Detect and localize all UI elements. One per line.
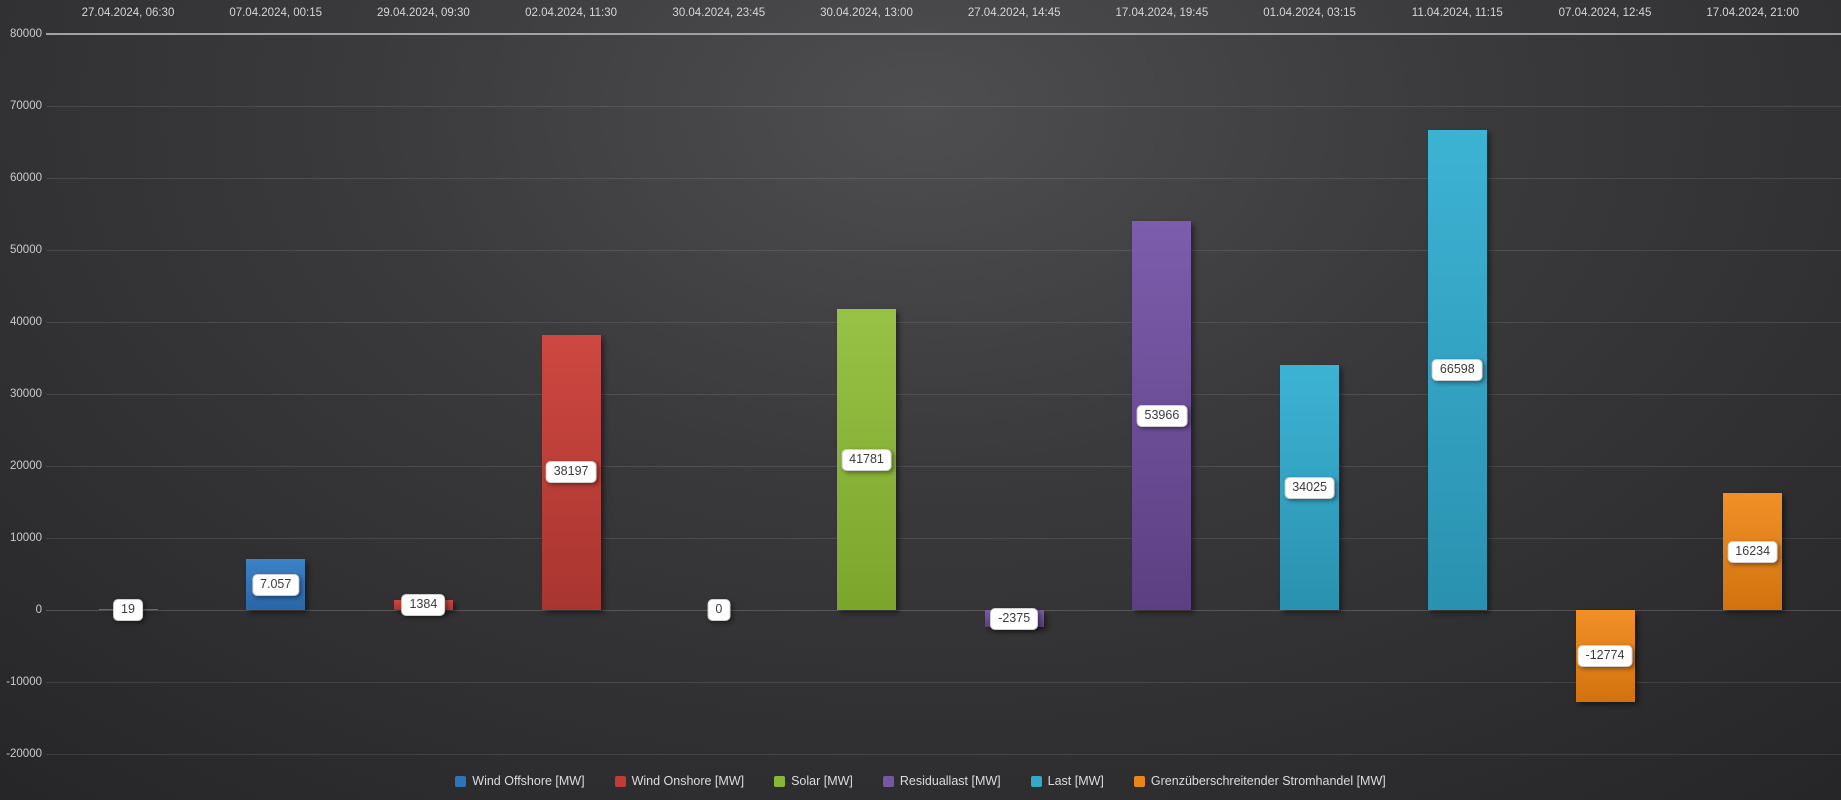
y-axis-tick-label: 50000	[10, 244, 42, 256]
legend-item-series-3[interactable]: Residuallast [MW]	[882, 774, 1001, 788]
x-axis-category-label: 02.04.2024, 11:30	[525, 7, 618, 19]
gridline	[46, 178, 1841, 179]
x-axis-category-label: 30.04.2024, 13:00	[820, 7, 913, 19]
legend-item-series-0[interactable]: Wind Offshore [MW]	[455, 774, 585, 788]
legend-swatch-icon	[1133, 775, 1145, 787]
gridline	[46, 682, 1841, 683]
legend-label: Solar [MW]	[791, 774, 853, 788]
gridline	[46, 322, 1841, 323]
y-axis-tick-label: -20000	[6, 748, 42, 760]
legend-swatch-icon	[1030, 775, 1042, 787]
value-label: 16234	[1727, 540, 1779, 563]
value-label: -12774	[1577, 644, 1633, 667]
y-axis-tick-label: -10000	[6, 676, 42, 688]
y-axis-tick-label: 10000	[10, 532, 42, 544]
legend-label: Grenzüberschreitender Stromhandel [MW]	[1150, 774, 1386, 788]
value-label: 0	[707, 599, 731, 621]
legend-item-series-2[interactable]: Solar [MW]	[774, 774, 853, 788]
y-axis-tick-label: 30000	[10, 388, 42, 400]
x-axis-category-label: 27.04.2024, 14:45	[967, 7, 1061, 19]
gridline	[46, 754, 1841, 755]
x-axis-category-label: 17.04.2024, 19:45	[1115, 7, 1209, 19]
x-axis-line	[46, 33, 1841, 35]
legend-label: Residuallast [MW]	[899, 774, 1001, 788]
x-axis-category-label: 07.04.2024, 12:45	[1558, 7, 1652, 19]
x-axis-category-label: 07.04.2024, 00:15	[229, 7, 323, 19]
x-axis-category-label: 17.04.2024, 21:00	[1706, 7, 1800, 19]
value-label: 38197	[545, 461, 597, 484]
legend-label: Wind Offshore [MW]	[472, 774, 585, 788]
value-label: -2375	[990, 607, 1039, 630]
value-label: 19	[113, 598, 143, 621]
value-label: 66598	[1431, 359, 1483, 382]
value-label: 41781	[841, 448, 892, 471]
x-axis-category-label: 11.04.2024, 11:15	[1411, 7, 1503, 19]
legend-label: Wind Onshore [MW]	[631, 774, 745, 788]
x-axis-category-label: 27.04.2024, 06:30	[81, 7, 175, 19]
y-axis-tick-label: 70000	[10, 100, 42, 112]
legend-item-series-1[interactable]: Wind Onshore [MW]	[614, 774, 745, 788]
legend-swatch-icon	[774, 775, 786, 787]
legend-swatch-icon	[882, 775, 894, 787]
legend-item-series-5[interactable]: Grenzüberschreitender Stromhandel [MW]	[1133, 774, 1386, 788]
value-label: 53966	[1136, 404, 1188, 427]
legend-label: Last [MW]	[1047, 774, 1104, 788]
gridline	[46, 466, 1841, 467]
x-axis-category-label: 01.04.2024, 03:15	[1263, 7, 1356, 19]
y-axis-tick-label: 0	[35, 604, 42, 616]
y-axis-tick-label: 80000	[10, 28, 42, 40]
y-axis-tick-label: 40000	[10, 316, 42, 328]
y-axis-tick-label: 20000	[10, 460, 42, 472]
gridline	[46, 106, 1841, 107]
gridline	[46, 250, 1841, 251]
y-axis-tick-label: 60000	[10, 172, 42, 184]
value-label: 7.057	[252, 573, 300, 596]
value-label: 1384	[401, 594, 446, 617]
legend-item-series-4[interactable]: Last [MW]	[1030, 774, 1104, 788]
gridline	[46, 610, 1841, 611]
x-axis-category-label: 29.04.2024, 09:30	[377, 7, 470, 19]
value-label: 34025	[1284, 476, 1335, 499]
chart-legend: Wind Offshore [MW] Wind Onshore [MW] Solar…	[0, 768, 1841, 794]
x-axis-category-label: 30.04.2024, 23:45	[672, 7, 766, 19]
gridline	[46, 538, 1841, 539]
legend-swatch-icon	[614, 775, 626, 787]
gridline	[46, 394, 1841, 395]
legend-swatch-icon	[455, 775, 467, 787]
